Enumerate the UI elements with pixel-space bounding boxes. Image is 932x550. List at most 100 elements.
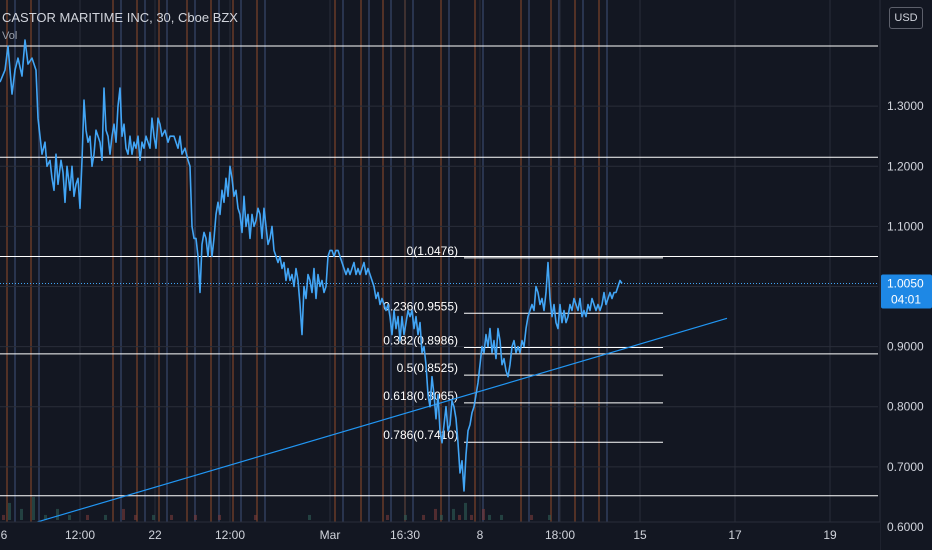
volume-bar [8,502,11,520]
volume-bar [2,514,5,520]
trendline-segment [0,317,728,534]
volume-bar [122,508,125,520]
session-band [210,0,212,522]
session-band [574,0,576,522]
volume-bars [2,496,551,520]
session-band [390,0,392,522]
session-band [334,0,336,522]
time-tick-label: 19 [823,528,837,542]
volume-bar [134,514,137,520]
fib-level-label: 0.236(0.9555) [383,299,458,313]
fib-level-label: 0(1.0476) [407,244,458,258]
volume-bar [452,508,455,520]
volume-bar [530,514,533,520]
volume-bar [32,496,35,520]
session-band [342,0,344,522]
fib-level-label: 0.618(0.8065) [383,389,458,403]
volume-bar [194,514,197,520]
grid-lines [0,0,878,528]
time-tick-label: 12:00 [215,528,245,542]
session-band [482,0,484,522]
volume-bar [470,514,473,520]
fib-level-label: 0.5(0.8525) [397,361,458,375]
currency-button[interactable]: USD [889,7,923,29]
session-band [256,0,258,522]
symbol-title[interactable]: CASTOR MARITIME INC, 30, Cboe BZX [2,10,238,25]
session-band [136,0,138,522]
volume-bar [404,514,407,520]
session-band [368,0,370,522]
price-tick-label: 1.3000 [887,99,924,113]
volume-bar [68,514,71,520]
volume-bar [170,514,173,520]
volume-bar [56,508,59,520]
price-tick-label: 0.8000 [887,400,924,414]
session-band [606,0,608,522]
session-band [474,0,476,522]
time-tick-label: 8 [477,528,484,542]
session-band [440,0,442,522]
session-band [14,0,16,522]
volume-bar [218,514,221,520]
session-band [360,0,362,522]
session-band [144,0,146,522]
current-price-tag: 1.0050 04:01 [881,274,932,309]
session-band [186,0,188,522]
session-band [264,0,266,522]
volume-bar [464,502,467,520]
price-tick-label: 1.1000 [887,219,924,233]
trendline[interactable] [0,317,728,534]
volume-bar [104,514,107,520]
session-band [232,0,234,522]
volume-bar [440,514,443,520]
session-bands [6,0,608,522]
price-tag-box [881,274,932,309]
volume-bar [386,514,389,520]
volume-bar [308,514,311,520]
volume-bar [86,514,89,520]
session-band [158,0,160,522]
session-band [240,0,242,522]
price-tick-label: 1.2000 [887,159,924,173]
horizontal-levels[interactable] [0,45,878,497]
volume-bar [458,514,461,520]
time-tick-label: 6 [1,528,8,542]
price-line [0,39,623,492]
time-axis[interactable]: 6 12:00 22 12:00 Mar 16:30 8 18:00 15 17 19 [0,521,880,550]
session-band [412,0,414,522]
volume-bar [482,508,485,520]
price-tag-value: 1.0050 [887,276,924,290]
session-band [448,0,450,522]
volume-bar [434,508,437,520]
session-band [528,0,530,522]
session-band [112,0,114,522]
volume-bar [500,514,503,520]
volume-bar [548,514,551,520]
session-band [382,0,384,522]
time-tick-label: 22 [148,528,162,542]
volume-bar [422,514,425,520]
volume-bar [20,508,23,520]
session-band [558,0,560,522]
fib-level-label: 0.786(0.7410) [383,428,458,442]
session-band [120,0,122,522]
volume-bar [152,514,155,520]
session-band [194,0,196,522]
session-band [550,0,552,522]
price-tick-label: 0.7000 [887,460,924,474]
time-tick-label: 17 [728,528,742,542]
session-band [30,0,32,522]
session-band [598,0,600,522]
price-tag-countdown: 04:01 [891,292,921,306]
session-band [6,0,8,522]
session-band [582,0,584,522]
volume-label: Vol [2,30,18,42]
session-band [166,0,168,522]
time-tick-label: 18:00 [545,528,575,542]
time-tick-label: 16:30 [390,528,420,542]
price-series [0,39,878,492]
volume-bar [44,514,47,520]
price-tick-label: 0.6000 [887,520,924,534]
session-band [520,0,522,522]
